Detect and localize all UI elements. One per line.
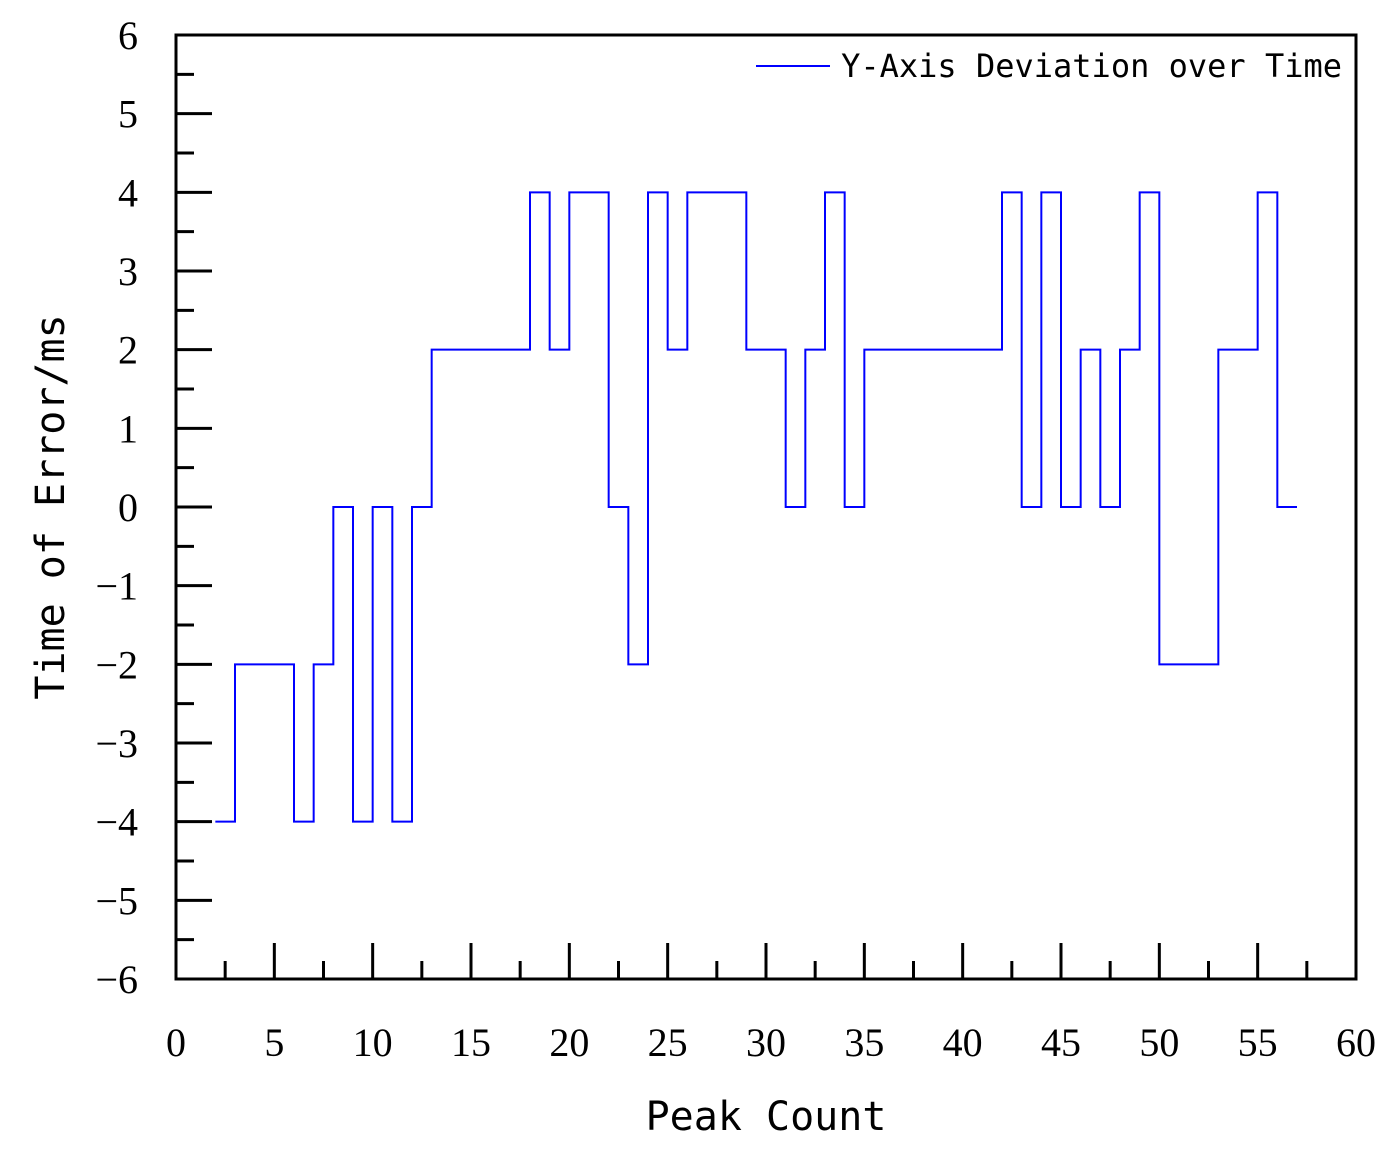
y-tick-label: 3 <box>118 249 138 294</box>
x-axis-title: Peak Count <box>646 1094 887 1140</box>
x-tick-label: 50 <box>1139 1020 1179 1065</box>
x-tick-label: 40 <box>943 1020 983 1065</box>
y-tick-label: −3 <box>95 721 138 766</box>
x-tick-label: 0 <box>166 1020 186 1065</box>
y-tick-label: −2 <box>95 642 138 687</box>
x-tick-label: 35 <box>844 1020 884 1065</box>
x-tick-label: 45 <box>1041 1020 1081 1065</box>
y-tick-label: 2 <box>118 328 138 373</box>
y-tick-label: 5 <box>118 92 138 137</box>
legend: Y-Axis Deviation over Time <box>756 47 1342 85</box>
y-tick-label: 0 <box>118 485 138 530</box>
plot-frame <box>174 33 1358 981</box>
x-tick-label: 10 <box>353 1020 393 1065</box>
y-tick-label: 4 <box>118 170 138 215</box>
x-tick-label: 20 <box>549 1020 589 1065</box>
y-tick-labels: −6 −5 −4 −3 −2 −1 0 1 2 3 4 5 6 <box>95 13 138 1002</box>
y-tick-label: −4 <box>95 800 138 845</box>
x-tick-label: 25 <box>648 1020 688 1065</box>
y-tick-label: 1 <box>118 406 138 451</box>
series-line <box>215 191 1297 823</box>
y-axis-title: Time of Error/ms <box>28 314 74 699</box>
x-tick-label: 55 <box>1238 1020 1278 1065</box>
x-tick-label: 15 <box>451 1020 491 1065</box>
y-tick-label: 6 <box>118 13 138 58</box>
legend-label: Y-Axis Deviation over Time <box>841 47 1342 85</box>
y-tick-label: −5 <box>95 878 138 923</box>
y-tick-label: −6 <box>95 957 138 1002</box>
x-tick-label: 30 <box>746 1020 786 1065</box>
y-tick-label: −1 <box>95 564 138 609</box>
x-tick-label: 5 <box>264 1020 284 1065</box>
x-tick-labels: 0 5 10 15 20 25 30 35 40 45 50 55 60 <box>166 1020 1376 1065</box>
series-layer <box>215 191 1297 823</box>
x-tick-label: 60 <box>1336 1020 1376 1065</box>
